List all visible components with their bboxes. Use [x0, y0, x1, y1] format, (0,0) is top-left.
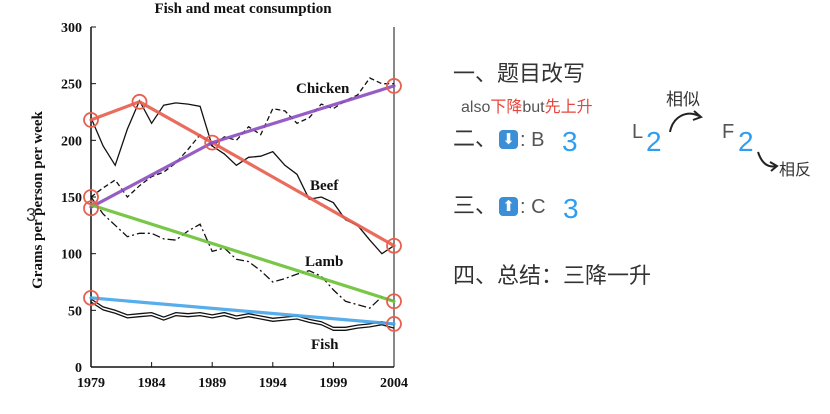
trend-line — [89, 296, 396, 326]
circle-marker — [83, 189, 99, 205]
note-step-3-head: 三、 — [453, 193, 498, 218]
circle-marker — [386, 78, 402, 94]
series-line-beef — [90, 99, 395, 255]
series-line-lamb — [90, 196, 395, 309]
lamb-count: 2 — [646, 126, 662, 157]
circle-marker — [83, 112, 99, 128]
y-tick-label: 0 — [75, 361, 82, 376]
fish-count: 2 — [738, 126, 754, 157]
note-line-5: 四、总结：三降一升 — [453, 263, 652, 288]
consumption-chart: Fish and meat consumption Grams per pers… — [26, 1, 408, 391]
circle-marker — [204, 134, 221, 151]
note-also: also — [461, 99, 491, 116]
x-tick-label: 1979 — [77, 376, 105, 391]
note-line-4: 三、 ⬆: C — [453, 188, 546, 220]
chart-title: Fish and meat consumption — [154, 1, 332, 17]
series-line-fish-second — [90, 301, 395, 331]
note-c-label: : C — [520, 196, 546, 218]
chicken-count: 3 — [563, 193, 579, 224]
note-similar: 相似 — [666, 90, 700, 109]
x-tick-label: 1999 — [319, 376, 347, 391]
note-opposite: 相反 — [779, 162, 812, 179]
note-b-label: : B — [520, 129, 545, 151]
down-arrow-icon: ⬇ — [499, 130, 519, 149]
series-label-lamb: Lamb — [305, 254, 343, 270]
series-label-chicken: Chicken — [296, 81, 350, 97]
y-tick-label: 50 — [68, 304, 82, 319]
note-l-label: L — [632, 121, 644, 143]
y-tick-label: 250 — [61, 78, 82, 93]
trend-line — [89, 203, 396, 303]
similar-arrow-icon — [669, 110, 703, 133]
note-down: 下降 — [490, 99, 523, 116]
y-axis-label: Grams per person per week — [30, 110, 46, 288]
trend-line — [89, 84, 396, 209]
circle-marker — [386, 316, 402, 332]
x-tick-label: 2004 — [380, 376, 408, 391]
note-line-1: 一、题目改写 — [453, 61, 586, 86]
x-tick-label: 1994 — [259, 376, 287, 391]
x-tick-label: 1984 — [138, 376, 166, 391]
note-line-3: 二、 ⬇: B — [453, 121, 544, 153]
series-label-beef: Beef — [310, 178, 339, 194]
y-tick-label: 300 — [61, 21, 82, 36]
circle-marker — [386, 293, 402, 310]
beef-count: 3 — [562, 126, 578, 157]
circle-markers — [83, 78, 402, 332]
note-but: but — [522, 99, 545, 116]
chart-series — [90, 77, 395, 331]
note-step-2-head: 二、 — [453, 126, 498, 151]
y-tick-label: 150 — [61, 191, 82, 206]
note-rise-first: 先上升 — [544, 99, 593, 116]
y-tick-label: 100 — [61, 248, 82, 263]
chart-axes — [90, 27, 395, 368]
stray-annotation-mark: 3 — [26, 205, 36, 225]
trend-line — [89, 100, 396, 248]
circle-marker — [386, 237, 402, 254]
up-arrow-icon: ⬆ — [499, 197, 519, 216]
series-label-fish: Fish — [311, 337, 339, 353]
opposite-arrow-icon — [757, 151, 779, 172]
note-line-2: also下降but先上升 — [461, 93, 593, 117]
trend-annotations — [89, 84, 396, 326]
chart-ticks: 0 50 100 150 200 250 300 1979 1984 1989 1994 1999 20… — [61, 21, 408, 391]
series-line-fish — [90, 298, 395, 328]
circle-marker — [83, 200, 99, 217]
y-tick-label: 200 — [61, 134, 82, 149]
x-tick-label: 1989 — [198, 376, 226, 391]
note-f-label: F — [722, 121, 735, 143]
circle-marker — [131, 93, 148, 110]
circle-marker — [83, 289, 99, 306]
